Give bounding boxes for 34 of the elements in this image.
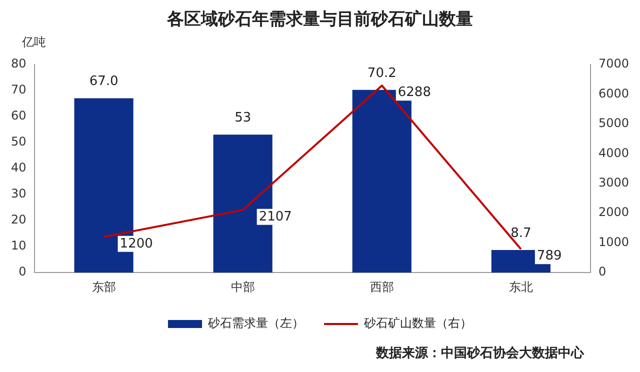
y2-tick-label: 4000 bbox=[598, 146, 630, 160]
data-label: 53 bbox=[234, 110, 252, 126]
y-tick-label: 0 bbox=[18, 264, 26, 279]
y2-tick-label: 3000 bbox=[598, 175, 630, 190]
data-label: 70.2 bbox=[367, 66, 396, 81]
y2-tick-label: 1000 bbox=[598, 234, 630, 249]
y2-tick-label: 6000 bbox=[598, 86, 630, 100]
y2-tick-label: 0 bbox=[598, 264, 606, 279]
y2-tick-label: 5000 bbox=[598, 116, 630, 130]
x-tick-label: 中部 bbox=[230, 280, 255, 294]
data-label: 67.0 bbox=[89, 74, 118, 90]
x-tick-label: 东部 bbox=[92, 280, 116, 294]
data-label: 6288 bbox=[398, 84, 431, 100]
y-tick-label: 10 bbox=[10, 238, 26, 253]
y-axis-title: 亿吨 bbox=[22, 34, 46, 51]
y-tick-label: 60 bbox=[10, 108, 26, 123]
y-tick-label: 30 bbox=[10, 186, 26, 201]
y-tick-label: 50 bbox=[10, 134, 26, 149]
y2-tick-label: 2000 bbox=[598, 205, 630, 220]
legend-label: 砂石需求量（左） bbox=[207, 316, 304, 330]
source-note: 数据来源：中国砂石协会大数据中心 bbox=[376, 344, 584, 362]
data-label: 8.7 bbox=[510, 226, 532, 241]
data-label: 2107 bbox=[258, 209, 292, 224]
y-tick-label: 20 bbox=[10, 212, 26, 227]
chart-title: 各区域砂石年需求量与目前砂石矿山数量 bbox=[166, 10, 473, 30]
y-tick-label: 80 bbox=[10, 56, 26, 71]
y-tick-label: 70 bbox=[10, 82, 26, 97]
y2-tick-label: 7000 bbox=[598, 56, 630, 71]
y-tick-label: 40 bbox=[10, 160, 26, 175]
legend-label: 砂石矿山数量（右） bbox=[363, 316, 472, 330]
data-label: 1200 bbox=[120, 236, 153, 252]
x-tick-label: 西部 bbox=[370, 280, 394, 294]
data-label: 789 bbox=[536, 248, 562, 264]
x-tick-label: 东北 bbox=[508, 280, 533, 294]
